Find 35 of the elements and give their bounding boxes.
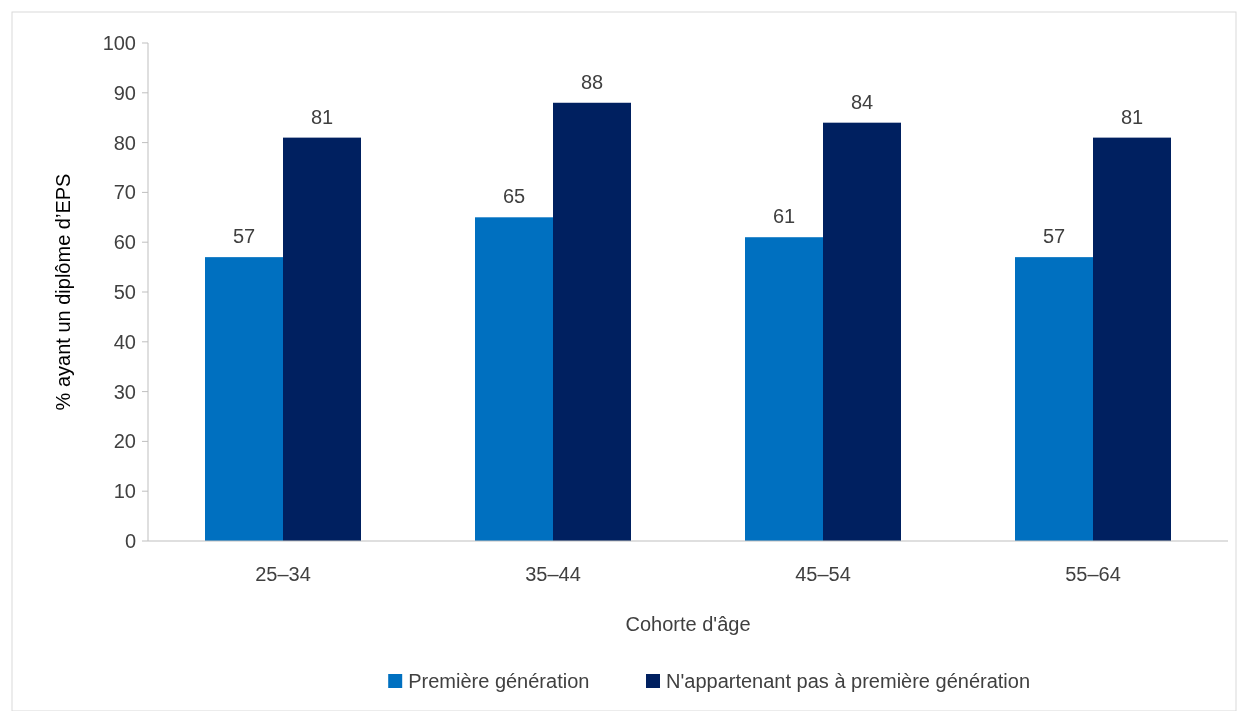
data-label: 88: [580, 70, 604, 93]
bar: [283, 137, 361, 541]
bar: [1093, 137, 1171, 541]
legend-label: N'appartenant pas à première génération: [666, 670, 1031, 692]
bar: [205, 257, 283, 541]
y-tick-label: 40: [113, 330, 136, 353]
x-tick-label: 25–34: [255, 563, 311, 585]
x-axis-title: Cohorte d'âge: [625, 613, 751, 635]
bar: [745, 237, 823, 541]
data-label: 61: [772, 205, 796, 228]
data-label: 81: [1120, 105, 1144, 128]
data-label: 84: [850, 90, 874, 113]
y-tick-label: 20: [113, 430, 136, 453]
bar: [475, 217, 553, 541]
x-tick-label: 35–44: [525, 563, 581, 585]
y-tick-label: 0: [124, 530, 136, 552]
y-tick-label: 80: [113, 131, 136, 154]
data-label: 81: [310, 105, 334, 128]
y-tick-label: 60: [113, 231, 136, 254]
bar: [1015, 257, 1093, 541]
y-tick-label: 30: [113, 380, 136, 403]
data-label: 57: [1042, 225, 1066, 248]
y-tick-label: 90: [113, 81, 136, 104]
data-label: 57: [232, 225, 256, 248]
y-tick-label: 70: [113, 181, 136, 204]
bar: [823, 122, 901, 541]
y-axis-title: % ayant un diplôme d’EPS: [52, 173, 74, 411]
y-tick-label: 10: [113, 480, 136, 503]
data-label: 65: [502, 185, 526, 208]
legend-label: Première génération: [408, 670, 590, 692]
bar: [553, 102, 631, 541]
y-tick-label: 100: [102, 32, 136, 54]
y-tick-label: 50: [113, 281, 136, 303]
x-tick-label: 45–54: [795, 563, 851, 585]
x-tick-label: 55–64: [1065, 563, 1121, 585]
